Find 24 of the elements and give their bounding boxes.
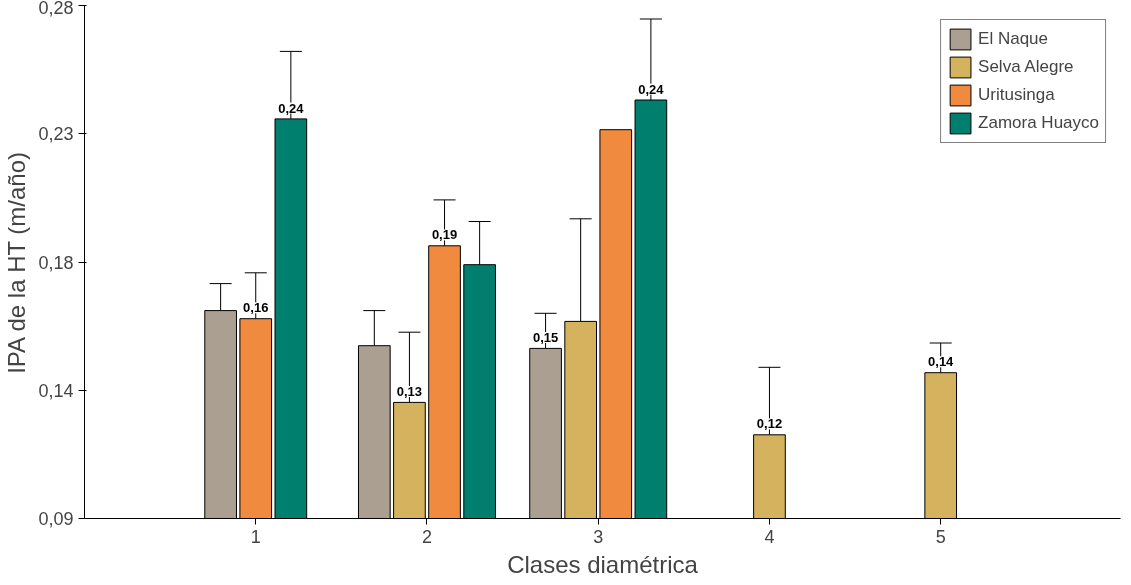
data-label: 0,12 xyxy=(756,416,783,432)
x-tick-label: 1 xyxy=(250,526,261,547)
data-label: 0,24 xyxy=(278,100,305,116)
x-tick-label: 2 xyxy=(421,526,432,547)
y-tick-label: 0,18 xyxy=(38,252,74,273)
y-tick-label: 0,28 xyxy=(38,0,74,18)
legend-label: Selva Alegre xyxy=(978,57,1074,77)
legend-label: Uritusinga xyxy=(978,85,1055,105)
y-tick-label: 0,14 xyxy=(38,380,74,401)
data-label: 0,19 xyxy=(431,227,458,243)
data-label: 0,24 xyxy=(638,81,665,97)
x-tick-label: 4 xyxy=(764,526,775,547)
x-tick-label: 3 xyxy=(593,526,604,547)
y-tick-label: 0,09 xyxy=(38,509,74,529)
x-tick-label: 5 xyxy=(935,526,946,547)
data-label: 0,15 xyxy=(532,330,559,345)
data-label: 0,14 xyxy=(928,354,955,370)
data-label: 0,13 xyxy=(396,384,423,399)
y-tick-label: 0,23 xyxy=(38,124,74,145)
y-axis-title: IPA de la HT (m/año) xyxy=(3,151,31,374)
x-axis-title: Clases diamétrica xyxy=(507,550,699,578)
legend-label: Zamora Huayco xyxy=(978,113,1099,133)
data-label: 0,16 xyxy=(243,300,269,316)
legend-label: El Naque xyxy=(978,29,1048,49)
